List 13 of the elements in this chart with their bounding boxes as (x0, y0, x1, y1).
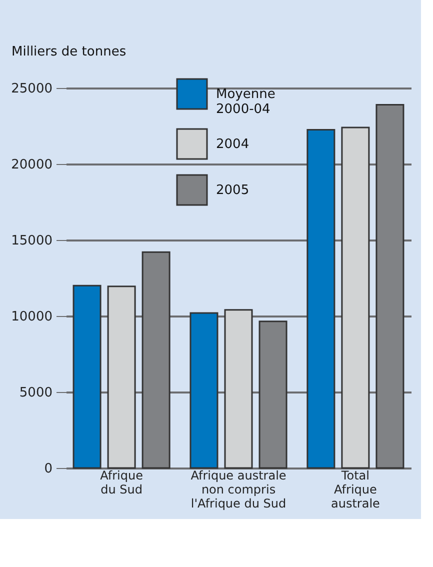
y-tick-label: 0 (44, 462, 52, 476)
x-tick-label: Total Afrique australe (330, 468, 380, 510)
legend-label: Moyenne 2000-04 (216, 87, 276, 117)
legend-label: 2004 (216, 137, 250, 152)
y-tick-label: 20000 (11, 158, 52, 172)
y-tick-label: 5000 (19, 386, 52, 400)
legend-label: 2005 (216, 183, 250, 198)
y-tick-label: 15000 (11, 234, 52, 248)
x-tick-label: Afrique du Sud (100, 468, 143, 496)
y-tick-label: 25000 (11, 82, 52, 96)
y-tick-label: 10000 (11, 310, 52, 324)
x-tick-label: Afrique australe non compris l'Afrique du Sud (190, 468, 286, 510)
y-axis-title: Milliers de tonnes (12, 44, 126, 60)
